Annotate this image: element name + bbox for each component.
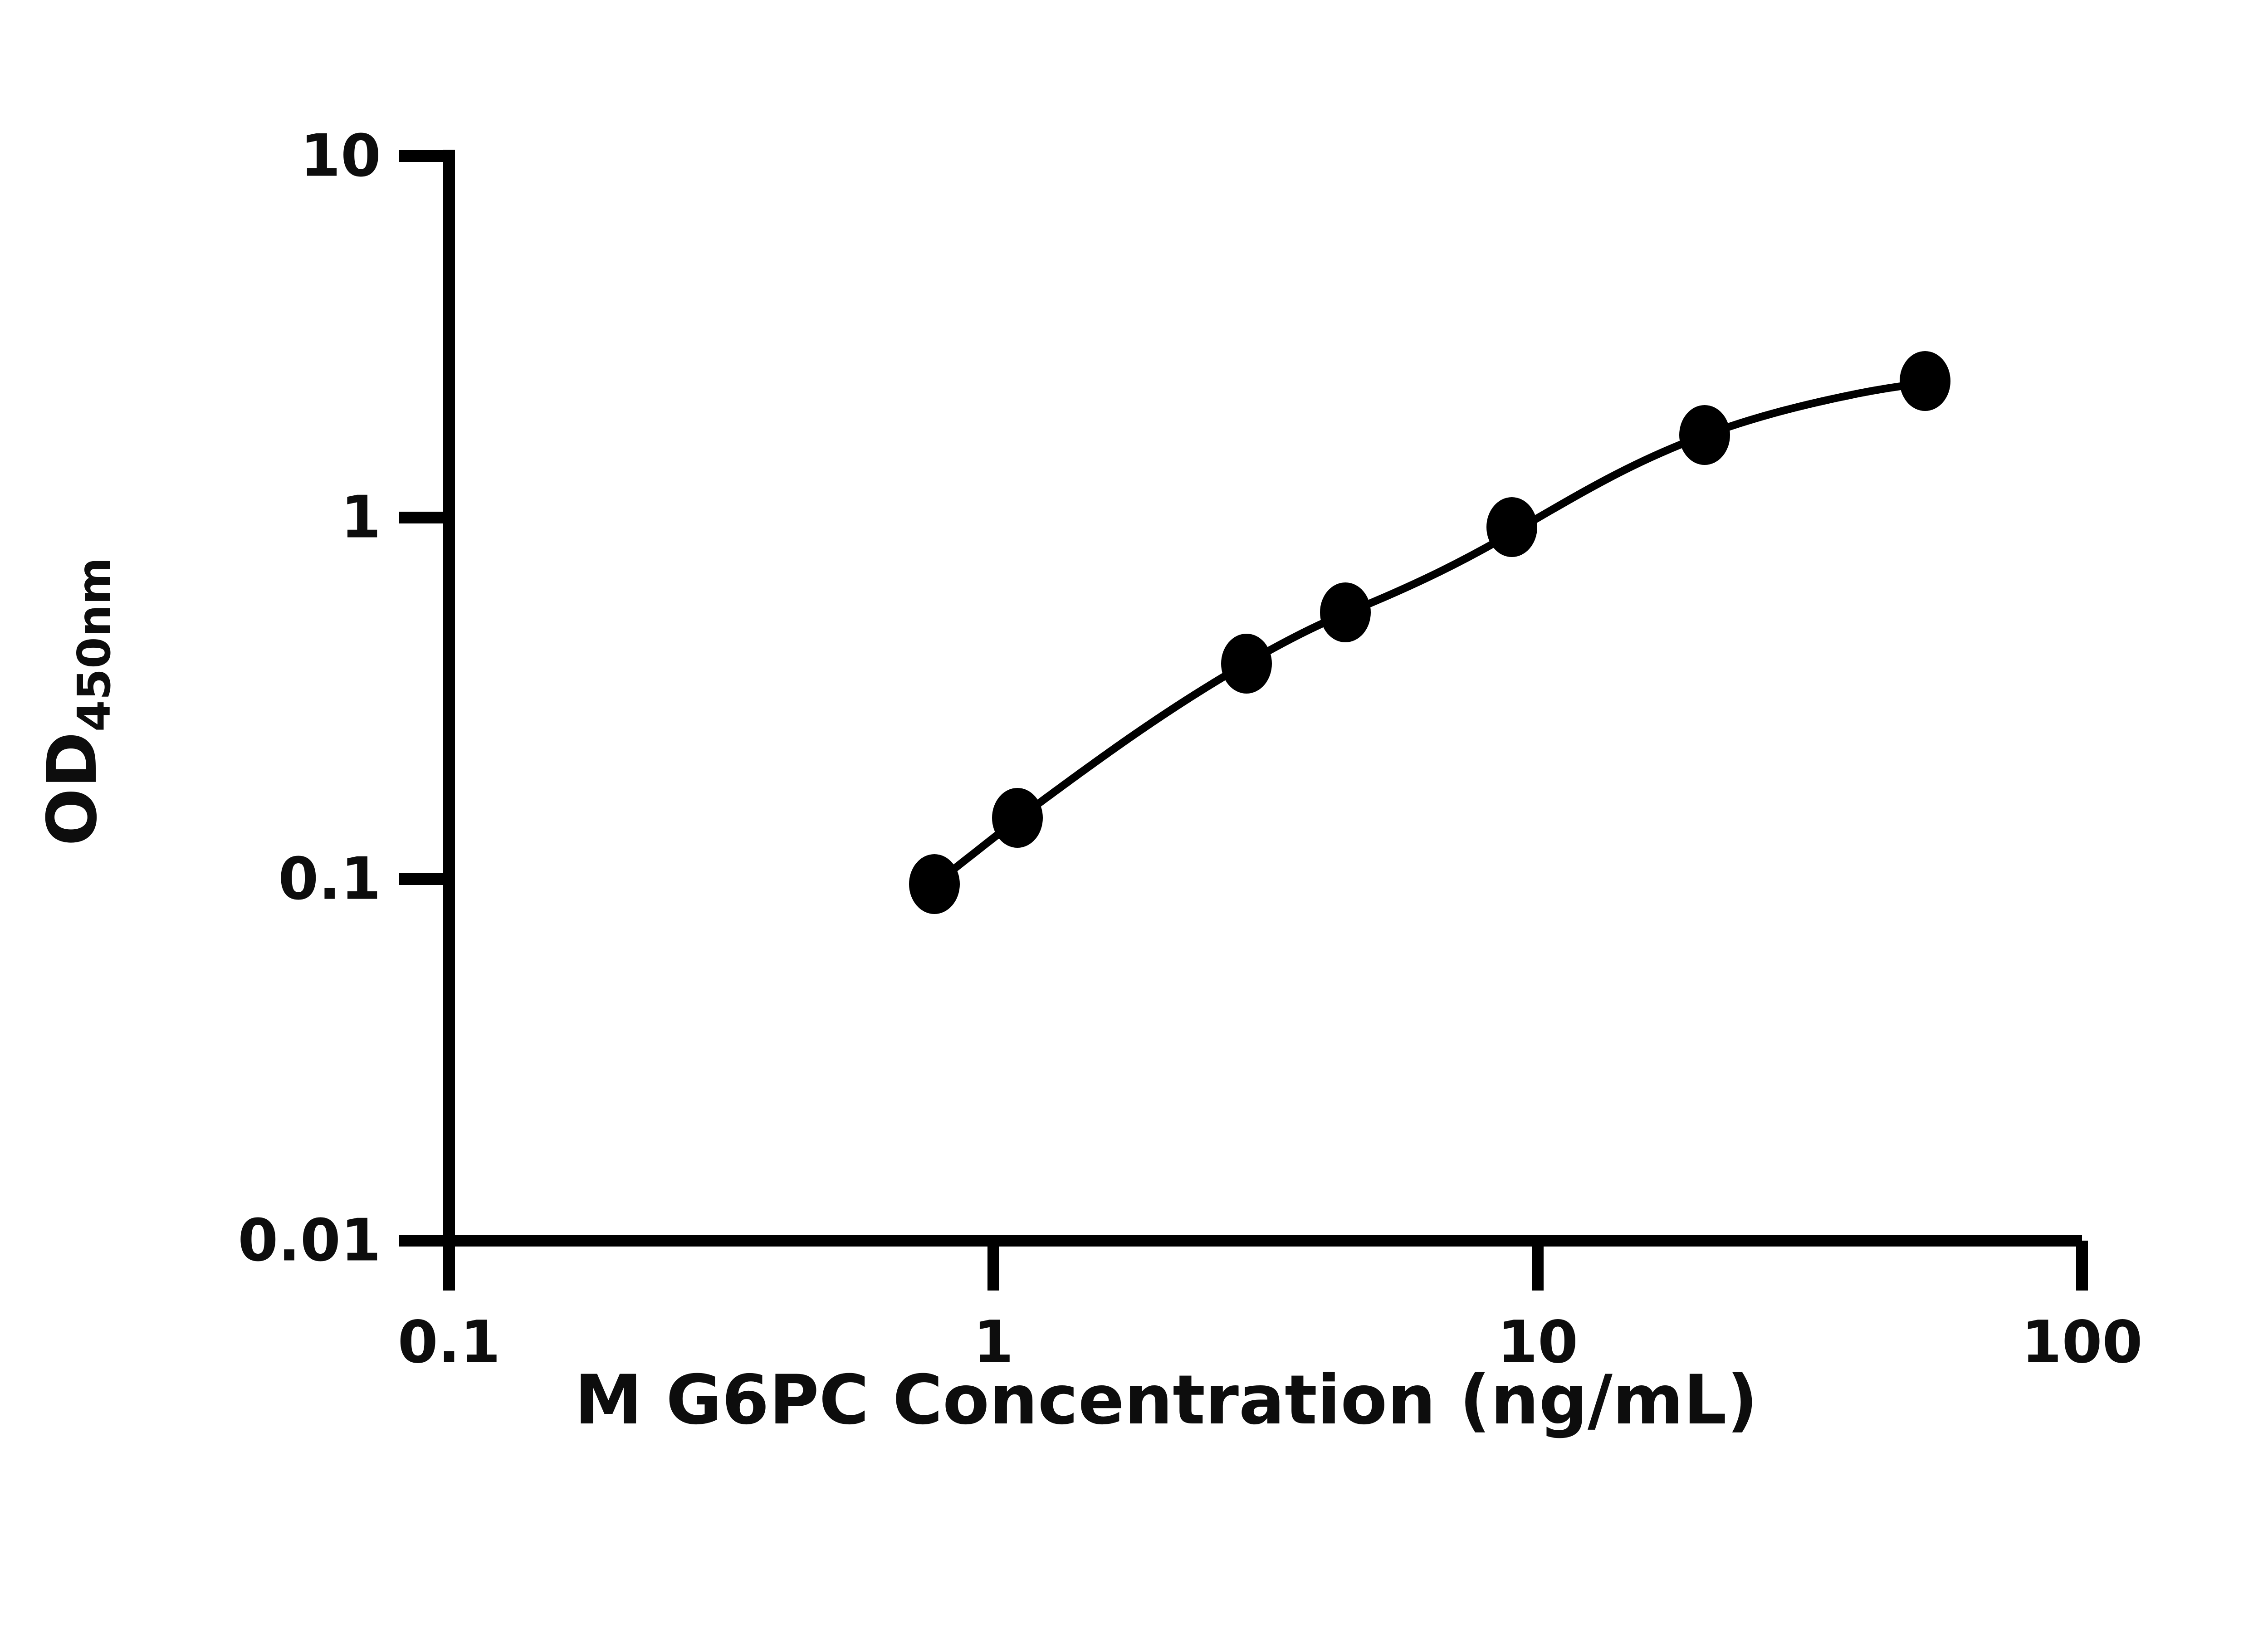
y-tick-label-1: 1 [340, 484, 381, 552]
x-tick-label-0.1: 0.1 [397, 1309, 501, 1376]
x-axis-title: M G6PC Concentration (ng/mL) [574, 1361, 1758, 1440]
y-axis-title-subscript: 450nm [68, 557, 121, 732]
y-tick-label-0.01: 0.01 [238, 1207, 381, 1275]
x-tick-label-1: 1 [973, 1309, 1014, 1376]
data-point [992, 788, 1043, 848]
standard-curve-line [930, 379, 1927, 888]
data-point [909, 854, 960, 914]
y-axis-title: OD450nm [33, 248, 121, 1155]
data-point [1320, 582, 1371, 642]
y-axis-title-main: OD [33, 732, 112, 846]
y-tick-label-10: 10 [300, 122, 381, 190]
x-tick-label-100: 100 [2021, 1309, 2143, 1376]
x-axis-ticks [443, 1241, 2088, 1291]
data-point [1221, 634, 1272, 694]
y-tick-label-0.1: 0.1 [278, 845, 381, 913]
data-point [1679, 405, 1730, 465]
data-point-markers [909, 351, 1950, 914]
x-tick-label-10: 10 [1497, 1309, 1579, 1376]
data-point [1900, 351, 1950, 411]
data-point [1486, 497, 1537, 557]
y-axis-ticks [399, 150, 449, 1247]
